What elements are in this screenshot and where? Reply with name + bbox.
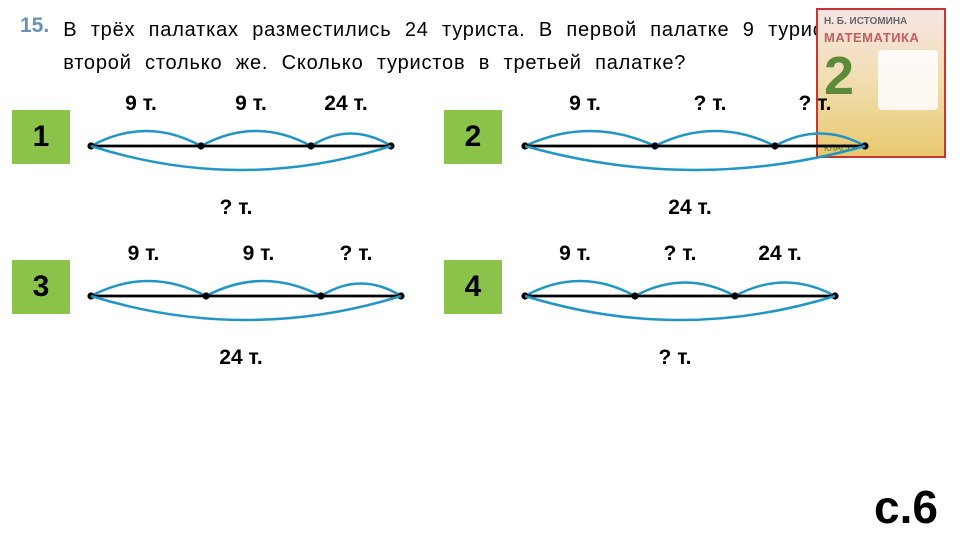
seg-label: ? т. [770,92,860,116]
total-label: 24 т. [86,346,396,370]
option-badge-3: 3 [12,260,70,314]
book-subject: МАТЕМАТИКА [824,30,938,45]
diagram-4: 9 т. ? т. 24 т. ? т. [520,242,840,370]
seg-label: 24 т. [730,242,830,266]
problem-number: 15. [20,14,49,38]
seg-label: ? т. [316,242,396,266]
arc-diagram [86,116,396,194]
diagram-3: 9 т. 9 т. ? т. 24 т. [86,242,406,370]
total-label: 24 т. [520,196,860,220]
seg-label: ? т. [650,92,770,116]
diagram-grid: 1 9 т. 9 т. 24 т. ? т. 2 9 т. ? т. ? т. [0,92,960,422]
seg-label: 9 т. [86,92,196,116]
seg-label: 24 т. [306,92,386,116]
seg-label: 9 т. [201,242,316,266]
arc-diagram [86,266,406,344]
option-badge-1: 1 [12,110,70,164]
book-author: Н. Б. ИСТОМИНА [824,16,938,27]
diagram-1: 9 т. 9 т. 24 т. ? т. [86,92,396,220]
diagram-2: 9 т. ? т. ? т. 24 т. [520,92,870,220]
seg-label: ? т. [630,242,730,266]
seg-label: 9 т. [196,92,306,116]
total-label: ? т. [86,196,386,220]
seg-label: 9 т. [520,92,650,116]
arc-diagram [520,116,870,194]
option-badge-4: 4 [444,260,502,314]
seg-label: 9 т. [86,242,201,266]
arc-diagram [520,266,840,344]
seg-label: 9 т. [520,242,630,266]
option-badge-2: 2 [444,110,502,164]
problem-text: В трёх палатках разместились 24 туриста.… [63,14,940,80]
page-reference: с.6 [874,480,938,534]
total-label: ? т. [520,346,830,370]
